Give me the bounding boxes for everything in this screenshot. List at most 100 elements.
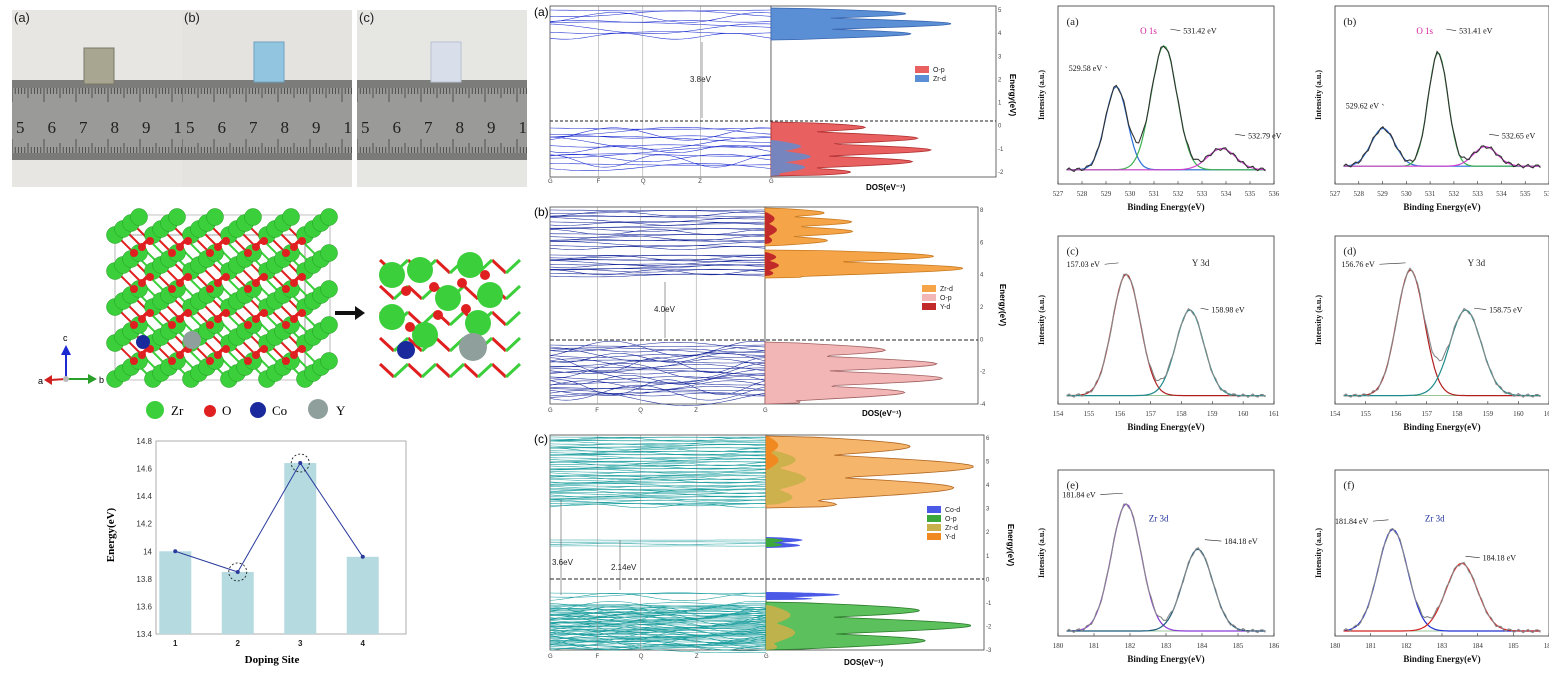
o-atom bbox=[176, 315, 184, 323]
xps-envelope bbox=[1066, 273, 1266, 398]
band-panel-b-label: (b) bbox=[534, 205, 549, 219]
o-atom bbox=[252, 243, 260, 251]
band-line bbox=[549, 475, 767, 480]
band-line bbox=[550, 628, 767, 631]
band-gap-c-2: 2.14eV bbox=[611, 563, 637, 572]
band-panel-a: (a) 3.8eV G F Q Z G 5 4 3 2 1 0 -1 -2 DOS(eV⁻¹) Ene… bbox=[534, 5, 1017, 192]
band-line bbox=[549, 457, 767, 461]
band-line bbox=[549, 440, 766, 445]
band-line bbox=[549, 127, 772, 141]
band-line bbox=[549, 496, 767, 501]
band-line bbox=[549, 210, 766, 214]
zr-atom bbox=[320, 208, 338, 226]
energy-tick: 5 bbox=[998, 8, 1002, 14]
zr-atom bbox=[379, 304, 405, 330]
xps-xtick: 181 bbox=[1365, 642, 1376, 650]
photo-b-label: (b) bbox=[184, 10, 200, 25]
xps-xlabel: Binding Energy(eV) bbox=[1127, 422, 1204, 432]
xps-panel-b: (b) O 1s 527 528 529 530 531 532 533 534 535 536 Bin… bbox=[1314, 5, 1549, 212]
xps-xtick: 528 bbox=[1077, 190, 1088, 198]
band-line bbox=[549, 234, 766, 238]
o-atom bbox=[138, 279, 146, 287]
k-point-label: Q bbox=[639, 654, 644, 660]
band-line bbox=[549, 259, 766, 263]
ruler-number: 8 bbox=[111, 118, 120, 137]
o-atom bbox=[130, 321, 138, 329]
co-atom bbox=[397, 341, 415, 359]
energy-tick: 4 bbox=[986, 483, 990, 489]
energy-tick: 2 bbox=[980, 305, 984, 311]
band-line bbox=[549, 623, 767, 630]
o-atom bbox=[298, 309, 306, 317]
band-line bbox=[550, 618, 766, 622]
band-line bbox=[549, 273, 766, 278]
band-line bbox=[549, 492, 766, 496]
xps-panel-label: (e) bbox=[1066, 479, 1079, 491]
xps-xtick: 182 bbox=[1401, 642, 1412, 650]
xps-peak-annotation: 184.18 eV bbox=[1224, 537, 1258, 546]
xps-panel-label: (b) bbox=[1343, 16, 1356, 28]
band-line bbox=[549, 615, 767, 618]
ruler-number: 6 bbox=[48, 118, 57, 137]
photo-c-label: (c) bbox=[359, 10, 375, 25]
o-atom bbox=[184, 237, 192, 245]
dos-curve bbox=[770, 7, 952, 41]
o-atom bbox=[244, 357, 252, 365]
xps-xtick: 535 bbox=[1245, 190, 1256, 198]
band-line bbox=[549, 381, 766, 386]
xps-peak-annotation: 158.98 eV bbox=[1211, 306, 1245, 315]
xps-xtick: 532 bbox=[1173, 190, 1184, 198]
doping-ytick: 13.8 bbox=[136, 575, 152, 584]
band-b-ylabel: Energy(eV) bbox=[998, 284, 1007, 327]
band-line bbox=[549, 606, 767, 613]
dos-curve bbox=[766, 436, 779, 470]
k-point-label: F bbox=[596, 654, 600, 660]
xps-xlabel: Binding Energy(eV) bbox=[1127, 654, 1204, 664]
band-line bbox=[549, 136, 772, 144]
axis-b-label: b bbox=[99, 375, 104, 385]
band-line bbox=[549, 354, 766, 358]
band-line bbox=[549, 376, 766, 380]
o-atom bbox=[461, 304, 471, 314]
band-line bbox=[549, 387, 765, 391]
ruler-number: 9 bbox=[312, 118, 321, 137]
k-point-label: G bbox=[548, 408, 553, 414]
o-atom bbox=[433, 310, 443, 320]
xps-peak-annotation: 157.03 eV bbox=[1067, 260, 1101, 269]
co-atom bbox=[136, 335, 150, 349]
band-line bbox=[550, 451, 767, 456]
xps-peak-annotation: 181.84 eV bbox=[1335, 517, 1369, 526]
ruler-number: 8 bbox=[281, 118, 290, 137]
o-atom bbox=[290, 351, 298, 359]
y-atom-icon bbox=[308, 399, 328, 419]
ruler-number: 10 bbox=[519, 118, 528, 137]
xps-panel-c: (c) Y 3d 154 155 156 157 158 159 160 161 Binding E… bbox=[1037, 235, 1280, 432]
band-line bbox=[549, 601, 767, 612]
o-atom bbox=[214, 351, 222, 359]
band-panel-a-label: (a) bbox=[534, 5, 549, 19]
band-line bbox=[549, 478, 767, 482]
band-line bbox=[549, 347, 766, 356]
xps-peak-annotation: 529.58 eV bbox=[1069, 64, 1103, 73]
band-line bbox=[549, 340, 766, 357]
band-line bbox=[549, 260, 766, 266]
xps-xlabel: Binding Energy(eV) bbox=[1403, 654, 1480, 664]
k-point-label: Q bbox=[641, 179, 646, 185]
band-line bbox=[549, 357, 766, 373]
y-atom bbox=[459, 333, 487, 361]
o-atom bbox=[298, 273, 306, 281]
ruler-number: 5 bbox=[16, 118, 25, 137]
o-atom bbox=[260, 309, 268, 317]
ruler-number: 6 bbox=[393, 118, 402, 137]
o-atom bbox=[222, 345, 230, 353]
o-atom bbox=[130, 285, 138, 293]
ruler-number: 10 bbox=[344, 118, 353, 137]
ruler-number: 7 bbox=[79, 118, 88, 137]
band-line bbox=[550, 454, 767, 459]
o-atom bbox=[206, 285, 214, 293]
xps-xtick: 533 bbox=[1197, 190, 1208, 198]
band-line bbox=[549, 127, 772, 135]
band-line bbox=[549, 493, 767, 498]
dos-curve bbox=[765, 435, 974, 509]
o-atom bbox=[168, 357, 176, 365]
